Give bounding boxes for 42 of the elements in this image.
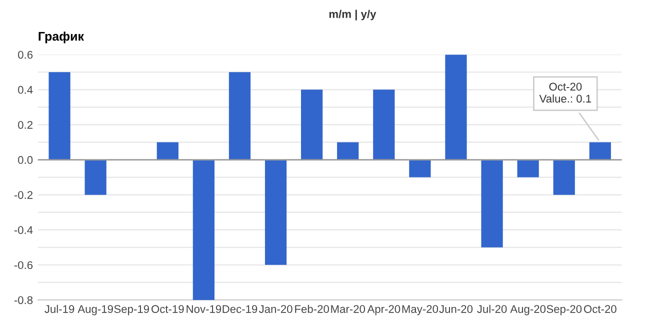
y-tick-label: 0.4 <box>18 86 33 94</box>
y-tick-label: 0.2 <box>18 120 32 129</box>
bar <box>373 90 395 160</box>
x-tick-label: Sep-19 <box>114 305 149 316</box>
y-tick-label: 0.0 <box>18 156 33 164</box>
x-tick-label: Oct-20 <box>584 305 616 313</box>
x-tick-label: May-20 <box>402 305 438 316</box>
x-tick-label: Dec-19 <box>222 305 258 313</box>
bar <box>481 160 503 248</box>
x-tick-label: Jan-20 <box>258 305 292 313</box>
x-tick-label: Nov-19 <box>186 305 222 313</box>
bar <box>589 142 611 160</box>
bar <box>156 142 178 160</box>
bar <box>264 160 287 265</box>
x-tick-label: Jul-19 <box>44 304 74 313</box>
bar <box>48 72 70 160</box>
y-tick-label: -0.2 <box>14 191 32 199</box>
chart-subtitle: m/m | y/y <box>329 10 376 20</box>
y-tick-label: -0.6 <box>14 261 33 270</box>
bar <box>84 160 106 195</box>
x-tick-label: Feb-20 <box>295 304 329 313</box>
x-tick-label: Mar-20 <box>331 305 366 313</box>
x-tick-label: Sep-20 <box>546 305 582 316</box>
x-tick-label: Aug-19 <box>78 305 113 316</box>
x-tick-label: Jun-20 <box>439 305 473 313</box>
bar <box>409 160 431 178</box>
bar <box>517 160 539 178</box>
bar <box>192 160 215 300</box>
bar <box>337 142 359 160</box>
annotation: Oct-20 Value.: 0.1 <box>539 82 592 103</box>
x-tick-label: Apr-20 <box>367 305 400 316</box>
chart-title: График <box>38 32 84 44</box>
x-tick-label: Jul-20 <box>477 304 507 313</box>
bar <box>445 54 467 160</box>
x-tick-label: Aug-20 <box>510 305 546 316</box>
y-tick-label: 0.6 <box>18 50 33 59</box>
x-tick-label: Oct-19 <box>152 305 184 313</box>
y-tick-label: -0.8 <box>14 296 33 304</box>
bar <box>301 90 323 160</box>
bar <box>228 72 251 160</box>
y-tick-label: -0.4 <box>14 226 33 234</box>
bar <box>553 160 575 195</box>
